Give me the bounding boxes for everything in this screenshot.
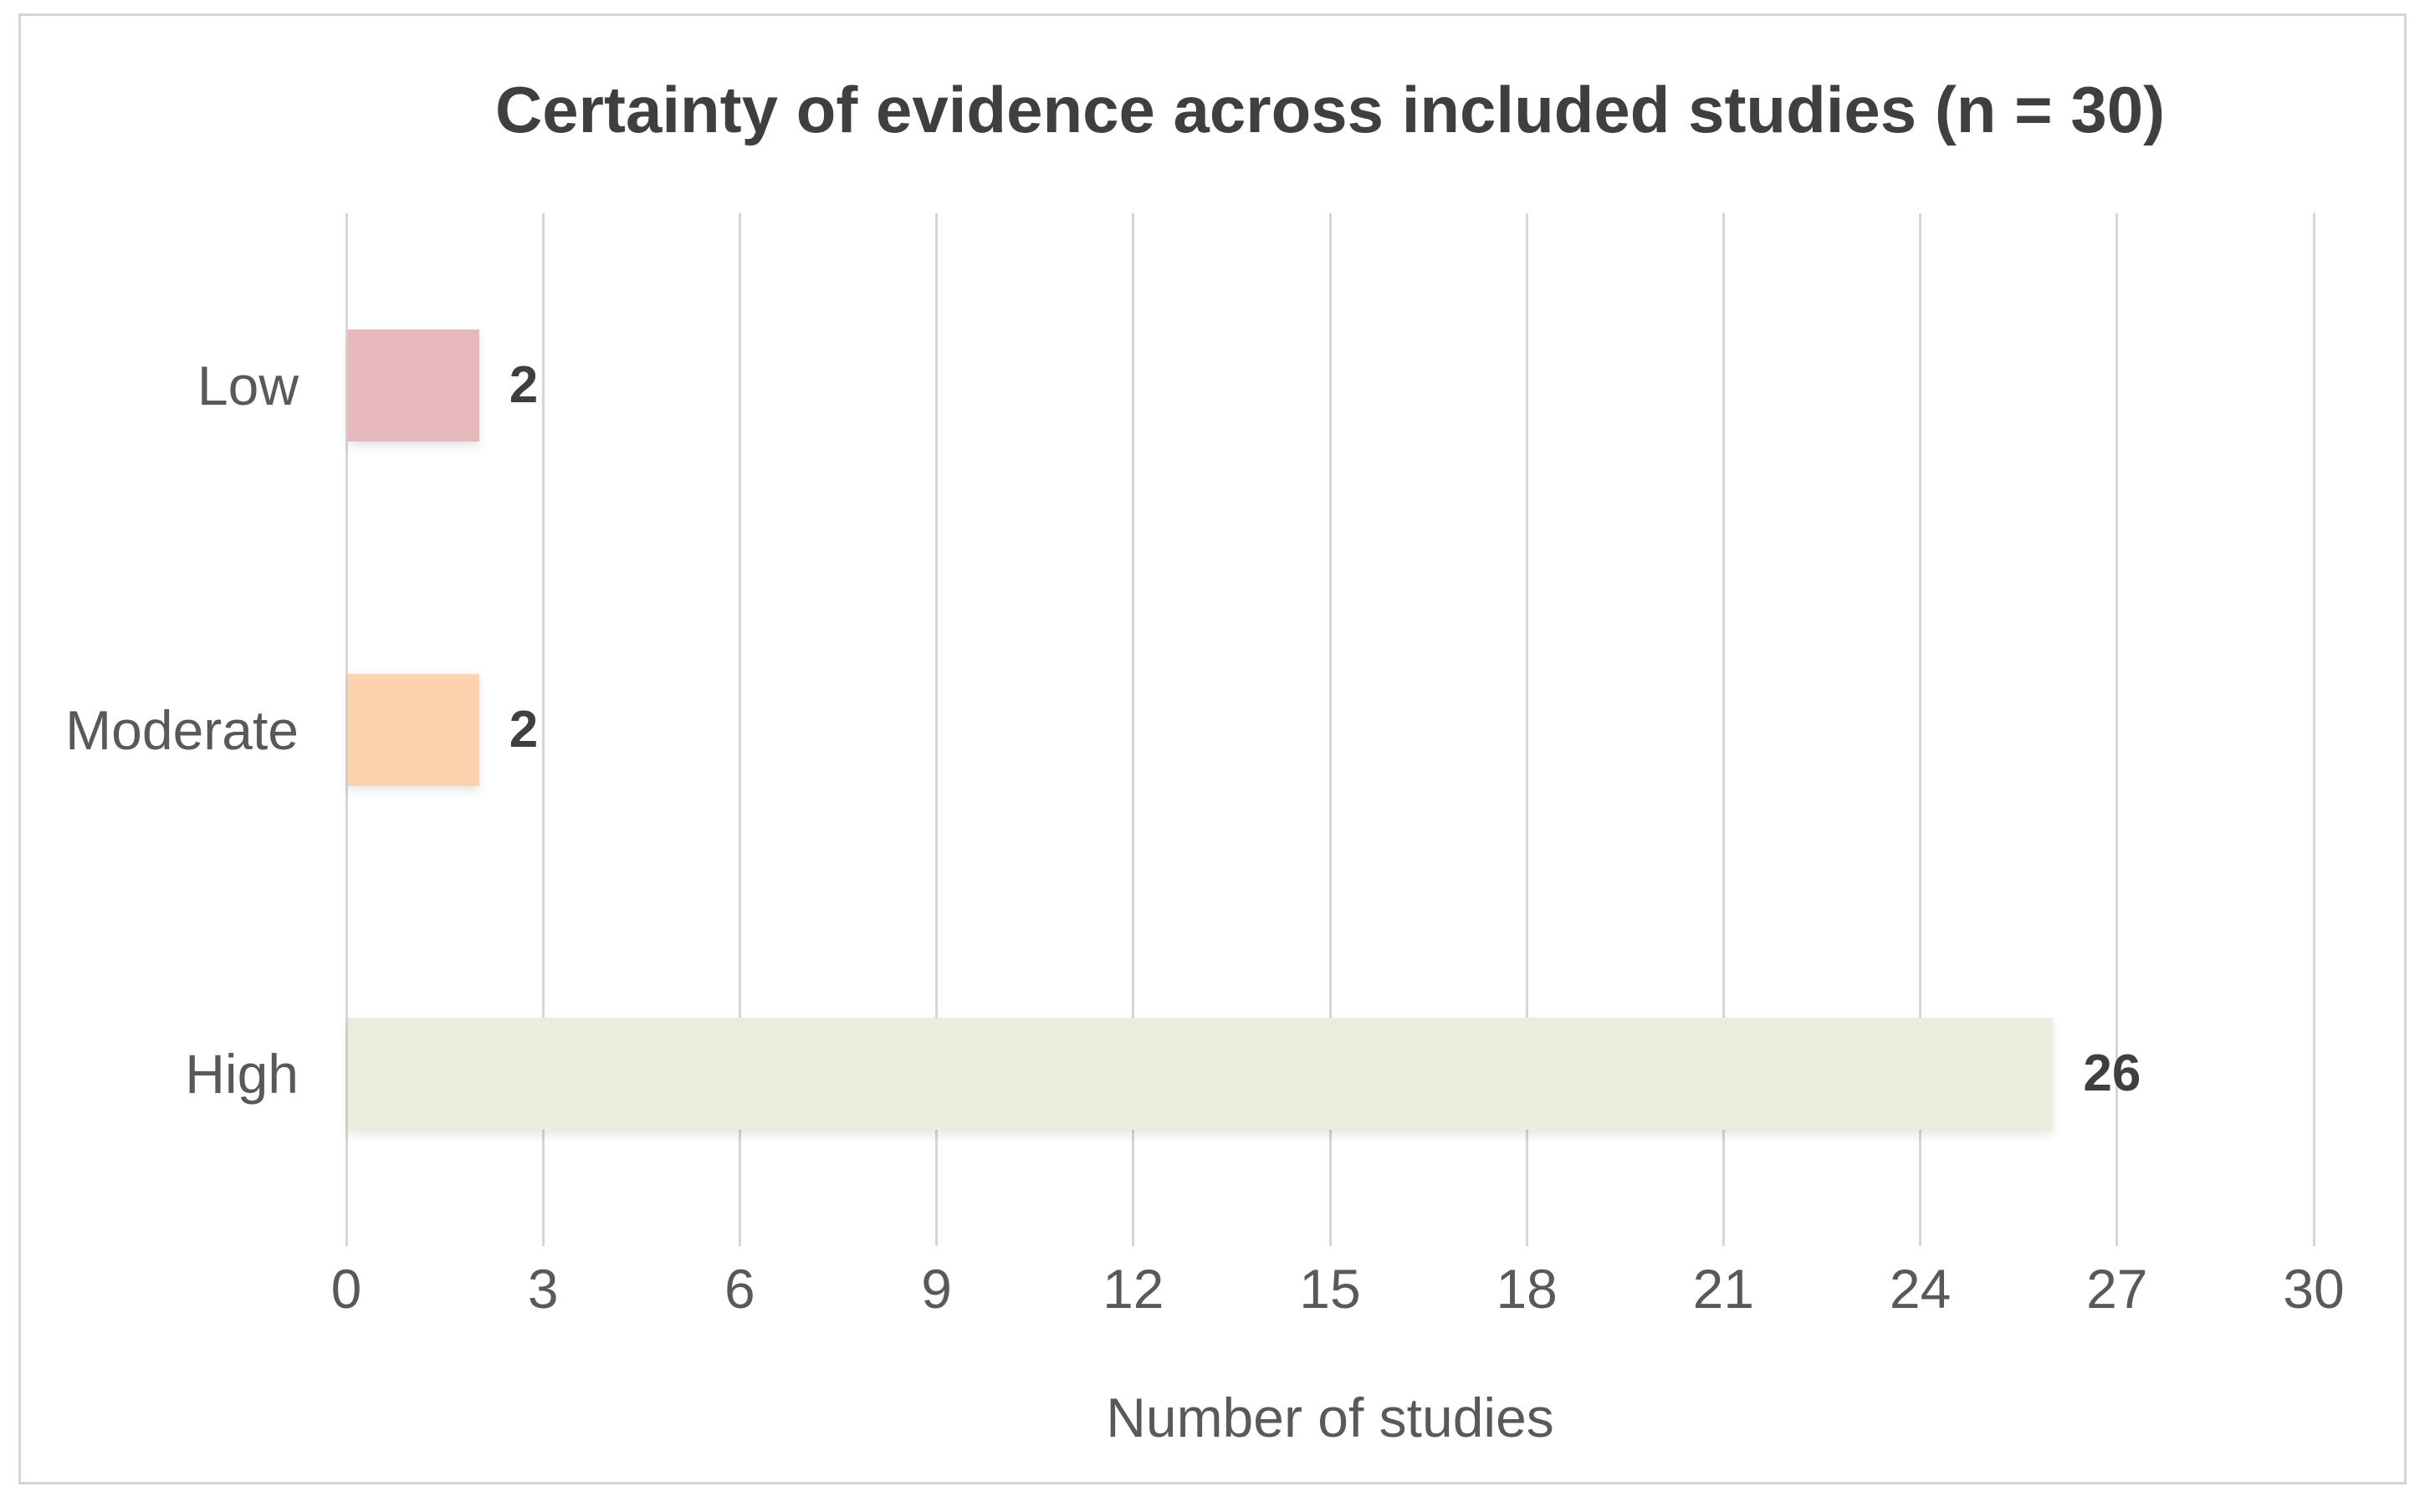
- value-label-low: 2: [509, 355, 539, 414]
- x-tick-label-9: 9: [921, 1258, 952, 1320]
- gridline-x-24: [1919, 213, 1922, 1246]
- x-tick-label-21: 21: [1692, 1258, 1755, 1320]
- x-axis-title: Number of studies: [1106, 1387, 1554, 1448]
- x-tick-label-0: 0: [330, 1258, 362, 1320]
- bar-high: [348, 1018, 2054, 1131]
- category-label-moderate: Moderate: [65, 698, 299, 761]
- x-tick-label-30: 30: [2283, 1258, 2345, 1320]
- gridline-x-30: [2312, 213, 2315, 1246]
- gridline-x-3: [541, 213, 545, 1246]
- gridline-x-0: [345, 213, 348, 1246]
- value-label-moderate: 2: [509, 700, 539, 759]
- gridline-x-6: [738, 213, 741, 1246]
- x-tick-label-12: 12: [1103, 1258, 1164, 1320]
- bar-low: [348, 329, 479, 442]
- x-tick-label-6: 6: [724, 1258, 755, 1320]
- bar-moderate: [348, 673, 479, 786]
- gridline-x-9: [935, 213, 939, 1246]
- value-label-high: 26: [2083, 1045, 2141, 1103]
- category-label-high: High: [185, 1043, 299, 1106]
- gridline-x-15: [1328, 213, 1332, 1246]
- gridline-x-18: [1525, 213, 1528, 1246]
- x-tick-label-3: 3: [527, 1258, 559, 1320]
- x-tick-label-24: 24: [1889, 1258, 1952, 1320]
- x-tick-label-18: 18: [1496, 1258, 1558, 1320]
- gridline-x-12: [1132, 213, 1135, 1246]
- gridline-x-21: [1722, 213, 1725, 1246]
- x-tick-label-15: 15: [1299, 1258, 1361, 1320]
- chart-title: Certainty of evidence across included st…: [494, 73, 2166, 146]
- gridline-x-27: [2115, 213, 2119, 1246]
- category-label-low: Low: [197, 354, 299, 416]
- x-tick-label-27: 27: [2086, 1258, 2148, 1320]
